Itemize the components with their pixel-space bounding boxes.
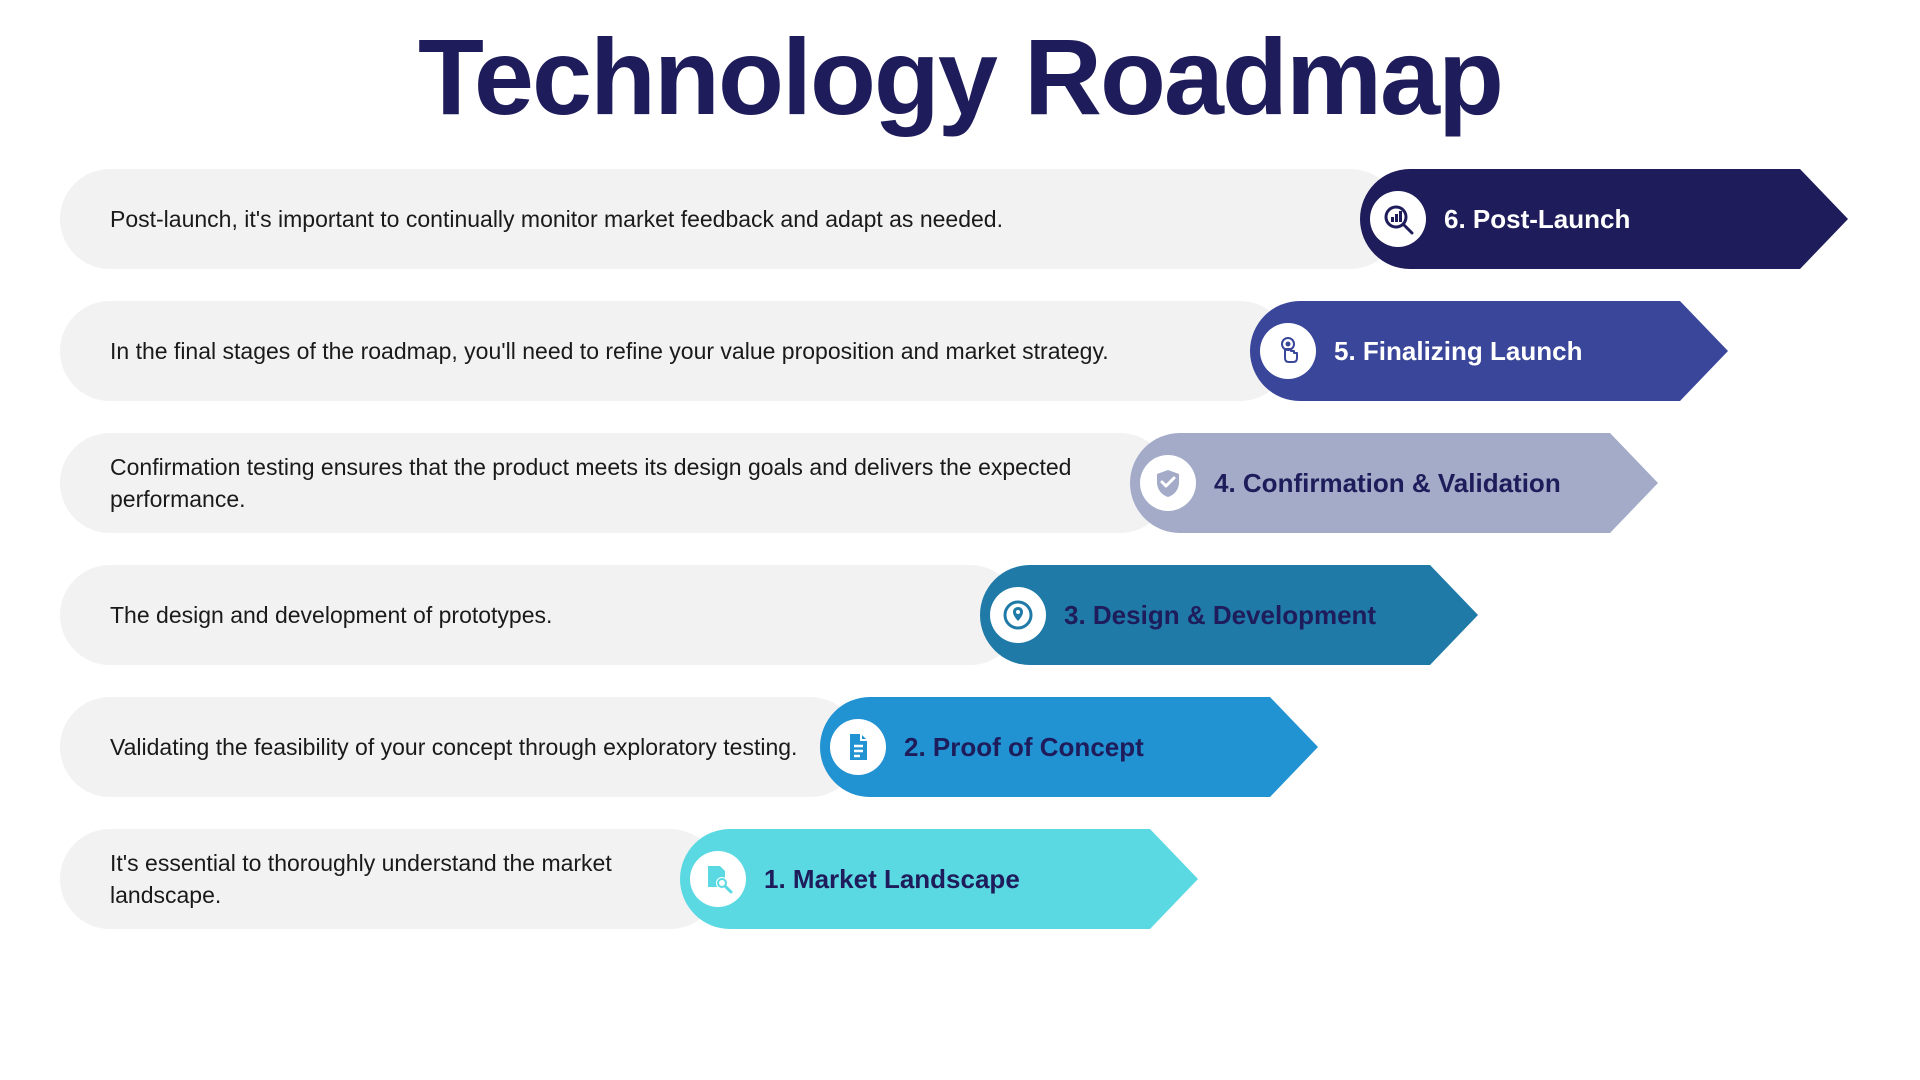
shield-check-icon — [1140, 455, 1196, 511]
roadmap-infographic: Technology Roadmap Post-launch, it's imp… — [0, 0, 1920, 1080]
stage-description: Confirmation testing ensures that the pr… — [60, 433, 1170, 533]
stage-arrow-block: 4. Confirmation & Validation — [1130, 433, 1658, 533]
arrow-tip — [1430, 565, 1478, 665]
arrow-tip — [1800, 169, 1848, 269]
arrow-tip — [1270, 697, 1318, 797]
stage-row: In the final stages of the roadmap, you'… — [60, 301, 1860, 401]
stage-description: Validating the feasibility of your conce… — [60, 697, 860, 797]
pin-icon — [990, 587, 1046, 643]
stage-label: 4. Confirmation & Validation — [1214, 468, 1561, 499]
analytics-search-icon — [1370, 191, 1426, 247]
stage-arrow-block: 5. Finalizing Launch — [1250, 301, 1728, 401]
stage-description: Post-launch, it's important to continual… — [60, 169, 1400, 269]
stage-label: 2. Proof of Concept — [904, 732, 1144, 763]
stage-row: It's essential to thoroughly understand … — [60, 829, 1860, 929]
arrow-tip — [1610, 433, 1658, 533]
stage-label: 6. Post-Launch — [1444, 204, 1630, 235]
stage-description-text: In the final stages of the roadmap, you'… — [110, 335, 1109, 367]
arrow-tip — [1680, 301, 1728, 401]
stage-arrow-block: 6. Post-Launch — [1360, 169, 1848, 269]
stage-description-text: It's essential to thoroughly understand … — [110, 847, 660, 911]
stage-description: In the final stages of the roadmap, you'… — [60, 301, 1290, 401]
stage-description-text: Validating the feasibility of your conce… — [110, 731, 797, 763]
stage-row: Validating the feasibility of your conce… — [60, 697, 1860, 797]
touch-icon — [1260, 323, 1316, 379]
stage-description-text: The design and development of prototypes… — [110, 599, 552, 631]
stage-description-text: Confirmation testing ensures that the pr… — [110, 451, 1110, 515]
stage-row: Confirmation testing ensures that the pr… — [60, 433, 1860, 533]
page-title: Technology Roadmap — [60, 20, 1860, 133]
stage-row: The design and development of prototypes… — [60, 565, 1860, 665]
stage-label: 5. Finalizing Launch — [1334, 336, 1582, 367]
stage-description: The design and development of prototypes… — [60, 565, 1020, 665]
stage-label: 3. Design & Development — [1064, 600, 1376, 631]
stage-arrow-block: 3. Design & Development — [980, 565, 1478, 665]
stage-arrow-block: 1. Market Landscape — [680, 829, 1198, 929]
stage-description: It's essential to thoroughly understand … — [60, 829, 720, 929]
arrow-tip — [1150, 829, 1198, 929]
stage-description-text: Post-launch, it's important to continual… — [110, 203, 1003, 235]
doc-search-icon — [690, 851, 746, 907]
stage-row: Post-launch, it's important to continual… — [60, 169, 1860, 269]
stage-arrow-block: 2. Proof of Concept — [820, 697, 1318, 797]
document-icon — [830, 719, 886, 775]
stage-rows: Post-launch, it's important to continual… — [60, 169, 1860, 929]
stage-label: 1. Market Landscape — [764, 864, 1020, 895]
